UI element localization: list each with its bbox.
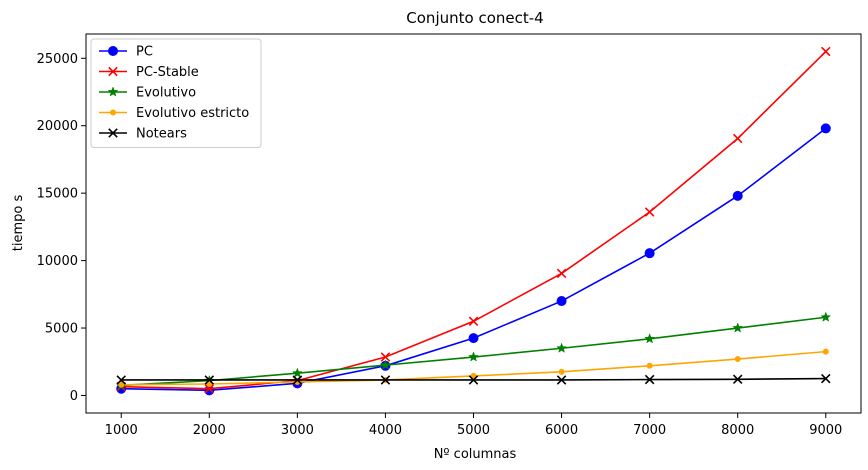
data-point-notears: [644, 374, 655, 385]
data-point-evolutivo: [644, 333, 656, 344]
legend: PC PC-Stable Evolutivo Evolutivo estricto No…: [90, 38, 262, 148]
legend-label-pc-stable: PC-Stable: [136, 65, 199, 80]
data-point-evolutivo: [468, 351, 479, 362]
y-tick-label: 20000: [37, 119, 78, 134]
chart-title: Conjunto conect-4: [406, 9, 543, 27]
data-point-notears: [468, 375, 479, 385]
data-point-pc-stable: [204, 383, 215, 394]
data-point-notears: [821, 373, 831, 384]
data-point-pc-stable: [556, 268, 567, 279]
x-tick-label: 4000: [369, 423, 402, 438]
data-point-notears: [116, 375, 126, 385]
legend-marker-evolutivo: [107, 86, 119, 97]
legend-label-notears: Notears: [136, 127, 187, 142]
legend-marker-pc-stable: [108, 66, 118, 77]
data-point-evolutivo: [732, 322, 744, 333]
x-tick-label: 6000: [545, 423, 578, 438]
data-point-evolutivo: [291, 367, 303, 378]
data-point-pc-stable: [644, 207, 655, 217]
data-point-pc: [644, 248, 655, 259]
data-point-pc: [468, 333, 479, 344]
data-point-evolutivo: [556, 342, 567, 353]
data-point-pc: [204, 385, 215, 396]
data-point-pc: [820, 123, 831, 134]
data-point-pc: [556, 296, 567, 307]
y-axis-title: tiempo s: [11, 195, 26, 252]
data-point-notears: [204, 375, 215, 385]
data-point-evolutivo: [380, 359, 391, 370]
y-tick-label: 5000: [45, 322, 78, 337]
x-tick-label: 7000: [633, 423, 666, 438]
data-point-pc-stable: [732, 133, 743, 144]
data-point-evolutivo-estricto: [118, 381, 125, 388]
data-point-notears: [732, 374, 743, 385]
y-tick-label: 10000: [37, 254, 78, 269]
data-point-pc-stable: [468, 316, 479, 327]
data-point-evolutivo-estricto: [734, 356, 741, 363]
data-point-notears: [292, 375, 303, 385]
legend-box: [90, 38, 262, 148]
legend-label-pc: PC: [136, 45, 153, 60]
data-point-notears: [380, 375, 391, 385]
y-tick-label: 25000: [37, 52, 78, 67]
legend-marker-notears: [108, 128, 118, 138]
legend-label-evolutivo-estricto: Evolutivo estricto: [136, 106, 249, 121]
data-point-notears: [556, 375, 567, 385]
data-point-evolutivo-estricto: [822, 348, 829, 355]
data-point-evolutivo-estricto: [558, 368, 565, 375]
x-tick-label: 1000: [105, 423, 138, 438]
x-tick-label: 2000: [193, 423, 226, 438]
data-point-evolutivo-estricto: [470, 372, 477, 379]
data-point-pc-stable: [380, 352, 391, 362]
data-point-pc: [732, 190, 743, 201]
data-point-evolutivo: [820, 311, 832, 322]
series-line-pc: [121, 127, 827, 392]
y-tick-label: 0: [70, 389, 78, 404]
y-tick-label: 15000: [37, 187, 78, 202]
x-tick-label: 8000: [721, 423, 754, 438]
data-point-evolutivo-estricto: [646, 362, 653, 369]
x-tick-label: 3000: [281, 423, 314, 438]
data-point-pc-stable: [821, 46, 831, 57]
x-axis-title: Nº columnas: [434, 447, 517, 462]
legend-marker-evolutivo-estricto: [110, 109, 116, 116]
plot-area: 1000 2000 3000 4000 5000 6000 7000 8000 9000 0 500…: [37, 33, 862, 438]
legend-label-evolutivo: Evolutivo: [136, 86, 196, 101]
x-tick-label: 9000: [809, 423, 842, 438]
legend-marker-pc: [108, 46, 118, 56]
data-point-evolutivo-estricto: [206, 381, 213, 388]
x-tick-label: 5000: [457, 423, 490, 438]
